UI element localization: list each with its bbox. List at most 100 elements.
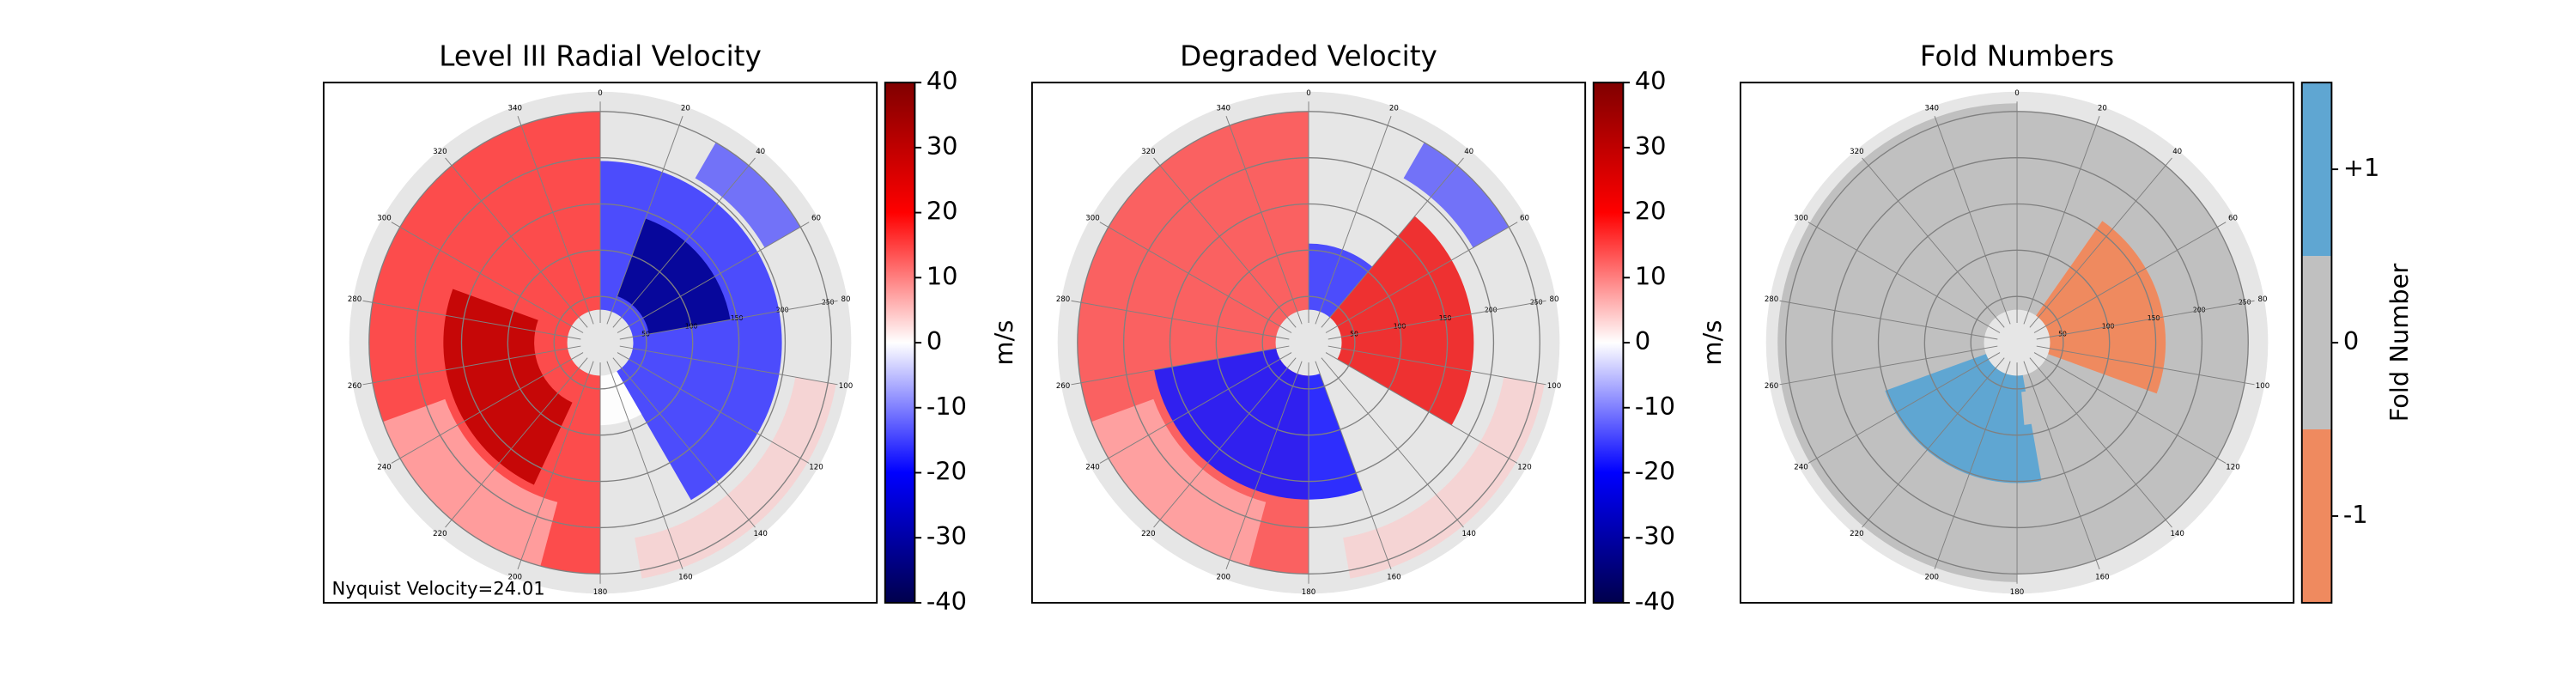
- azimuth-spoke: [2033, 222, 2227, 333]
- azimuth-label: 20: [2098, 105, 2107, 113]
- range-label: 250: [822, 298, 835, 306]
- azimuth-spoke: [362, 300, 581, 340]
- azimuth-label: 280: [348, 295, 362, 304]
- range-label: 200: [2193, 307, 2206, 314]
- radar-echo: [2036, 221, 2166, 394]
- azimuth-spoke: [2023, 116, 2100, 325]
- colorbar-tick-label: 10: [927, 261, 958, 290]
- azimuth-spoke: [1315, 116, 1392, 325]
- radar-echo: [1343, 377, 1545, 579]
- azimuth-label: 340: [507, 105, 522, 113]
- azimuth-label: 120: [2226, 464, 2239, 472]
- range-label: 100: [2102, 322, 2115, 330]
- panel-title: Degraded Velocity: [1180, 40, 1437, 72]
- colorbar-tick-label: 40: [927, 66, 958, 95]
- azimuth-spoke: [1807, 352, 2001, 464]
- colorbar-tick-label: 20: [927, 197, 958, 226]
- azimuth-label: 260: [348, 382, 362, 391]
- azimuth-label: 340: [1216, 105, 1230, 113]
- radar-echo: [1091, 398, 1267, 567]
- azimuth-spoke: [1071, 300, 1290, 340]
- azimuth-label: 0: [2014, 89, 2020, 98]
- panel: Level III Radial Velocity501001502002500…: [322, 40, 1018, 616]
- azimuth-label: 200: [1924, 573, 1939, 581]
- colorbar-label: m/s: [1698, 320, 1727, 366]
- azimuth-spoke: [617, 352, 810, 464]
- colorbar-tick-label: -40: [927, 587, 967, 616]
- azimuth-label: 220: [433, 530, 447, 538]
- colorbar-tick-label: 30: [927, 131, 958, 161]
- azimuth-spoke: [2036, 300, 2255, 340]
- colorbar: [884, 82, 915, 603]
- azimuth-spoke: [1153, 357, 1297, 528]
- azimuth-spoke: [1225, 361, 1303, 570]
- azimuth-label: 80: [841, 295, 851, 304]
- colorbar-tick-label: -20: [1635, 456, 1675, 485]
- azimuth-label: 100: [839, 382, 854, 391]
- radar-echo: [2017, 111, 2249, 575]
- colorbar-segment: [2301, 429, 2332, 603]
- azimuth-label: 240: [1085, 464, 1100, 472]
- azimuth-label: 180: [593, 588, 607, 597]
- azimuth-spoke: [2023, 361, 2100, 570]
- azimuth-label: 200: [1216, 573, 1230, 581]
- azimuth-spoke: [1862, 357, 2005, 528]
- colorbar-tick-label: +1: [2343, 153, 2380, 182]
- range-label: 50: [641, 331, 650, 338]
- azimuth-label: 180: [1302, 588, 1316, 597]
- azimuth-label: 80: [2258, 295, 2268, 304]
- azimuth-spoke: [1321, 357, 1464, 528]
- azimuth-label: 160: [2095, 573, 2110, 581]
- azimuth-spoke: [1071, 345, 1290, 386]
- azimuth-spoke: [1225, 116, 1303, 325]
- azimuth-label: 320: [1141, 148, 1156, 156]
- azimuth-spoke: [517, 361, 594, 570]
- azimuth-spoke: [391, 352, 584, 464]
- colorbar-tick-label: -10: [1635, 392, 1675, 421]
- azimuth-spoke: [606, 361, 683, 570]
- azimuth-label: 120: [809, 464, 823, 472]
- azimuth-spoke: [1779, 300, 1998, 340]
- radar-echo: [635, 377, 836, 579]
- range-label: 100: [685, 322, 698, 330]
- azimuth-label: 180: [2010, 588, 2025, 597]
- radar-echo: [1403, 142, 1510, 248]
- colorbar-tick-label: 40: [1635, 66, 1667, 95]
- azimuth-label: 300: [1085, 214, 1100, 222]
- colorbar-segment: [2301, 256, 2332, 429]
- azimuth-spoke: [619, 345, 838, 386]
- range-label: 250: [1530, 298, 1543, 306]
- colorbar-tick-label: -10: [927, 392, 967, 421]
- radar-echo: [443, 289, 573, 485]
- azimuth-label: 300: [1794, 214, 1807, 222]
- colorbar-tick-label: 30: [1635, 131, 1667, 161]
- azimuth-label: 80: [1550, 295, 1559, 304]
- colorbar-tick-label: 10: [1635, 261, 1667, 290]
- colorbar-tick-label: -1: [2343, 500, 2368, 529]
- range-label: 200: [1485, 307, 1498, 314]
- azimuth-label: 100: [1547, 382, 1562, 391]
- azimuth-label: 240: [1794, 464, 1807, 472]
- azimuth-spoke: [2029, 157, 2172, 328]
- azimuth-spoke: [1325, 352, 1518, 464]
- colorbar-label: m/s: [989, 320, 1018, 366]
- azimuth-label: 40: [756, 148, 765, 156]
- azimuth-label: 0: [1306, 89, 1311, 98]
- azimuth-spoke: [1934, 116, 2011, 325]
- azimuth-spoke: [1099, 352, 1292, 464]
- colorbar-tick-label: 0: [1635, 326, 1650, 356]
- radar-echo: [617, 218, 731, 335]
- colorbar-tick-label: -40: [1635, 587, 1675, 616]
- colorbar-label: Fold Number: [2385, 264, 2414, 423]
- panel-title: Fold Numbers: [1920, 40, 2114, 72]
- panel: Fold Numbers 50 100 150 200 250 0 20 40 60 80 100 12…: [1739, 40, 2414, 604]
- azimuth-spoke: [1153, 157, 1297, 328]
- azimuth-label: 280: [1056, 295, 1071, 304]
- azimuth-label: 300: [377, 214, 392, 222]
- range-label: 50: [2058, 331, 2067, 338]
- colorbar-tick-label: 0: [927, 326, 942, 356]
- azimuth-spoke: [612, 157, 756, 328]
- azimuth-spoke: [362, 345, 581, 386]
- azimuth-label: 320: [1850, 148, 1863, 156]
